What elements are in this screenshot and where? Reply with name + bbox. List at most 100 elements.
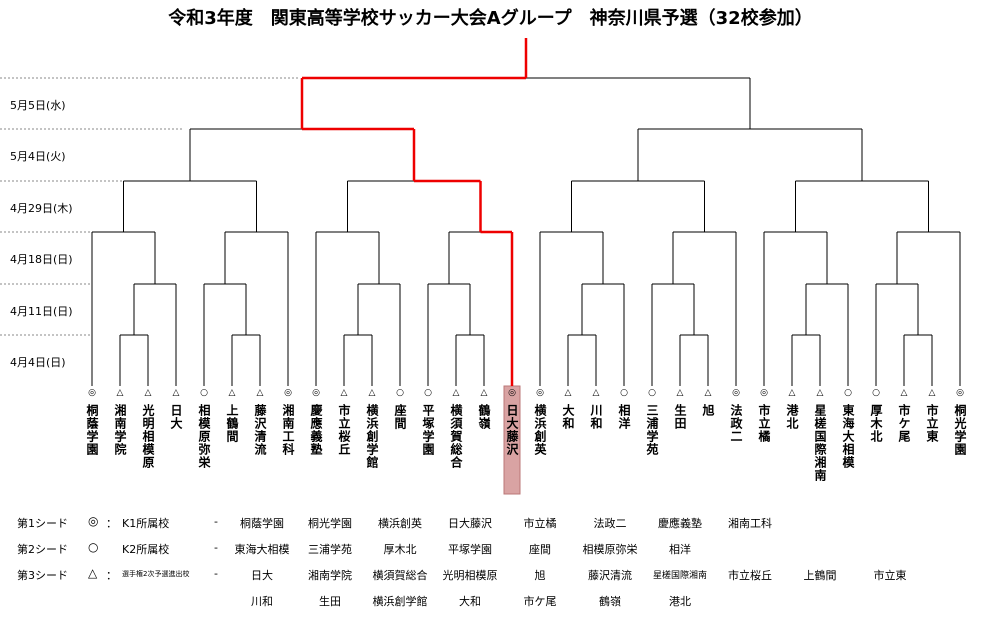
legend-dash: - [214, 567, 218, 580]
team-name: 大和 [561, 404, 575, 430]
team-name: 東海大相模 [841, 404, 855, 469]
legend-desc: K2所属校 [122, 543, 170, 556]
team-name: 上鶴間 [225, 404, 239, 443]
team-name: 相模原弥栄 [197, 404, 211, 469]
seed-mark: △ [592, 388, 600, 398]
legend-school: 市ケ尾 [523, 595, 557, 608]
legend-school: 日大 [251, 569, 273, 582]
seed-mark: △ [452, 388, 460, 398]
team-name: 藤沢清流 [253, 404, 267, 456]
legend-school: 鶴嶺 [599, 595, 621, 608]
legend-mark: ◎ [88, 514, 99, 528]
seed-mark: ◎ [956, 388, 964, 398]
seed-mark: △ [788, 388, 796, 398]
seed-mark: ○ [620, 388, 628, 398]
legend-school: 湘南学院 [308, 569, 352, 582]
team-name: 港北 [785, 404, 799, 430]
seed-mark: ◎ [284, 388, 292, 398]
legend-desc: K1所属校 [122, 517, 170, 530]
team-name: 鶴嶺 [477, 404, 491, 430]
seed-mark: △ [116, 388, 124, 398]
legend-school: 生田 [319, 595, 341, 608]
legend-school: 横浜創英 [378, 517, 422, 530]
legend-school: 相模原弥栄 [582, 543, 638, 556]
legend-label: 第1シード [17, 517, 68, 530]
seed-mark: △ [928, 388, 936, 398]
legend-school: 光明相模原 [442, 569, 498, 582]
legend-desc: 選手権2次予選進出校 [122, 570, 190, 578]
team-name: 慶應義塾 [309, 404, 323, 456]
seed-mark: ◎ [508, 388, 516, 398]
legend-school: 慶應義塾 [658, 517, 702, 530]
team-name: 星槎国際湘南 [813, 404, 827, 482]
seed-mark: △ [816, 388, 824, 398]
seed-mark: ◎ [732, 388, 740, 398]
seed-mark: ○ [844, 388, 852, 398]
round-label: 5月4日(火) [10, 150, 66, 163]
legend-school: 桐蔭学園 [240, 517, 284, 530]
seed-mark: ○ [200, 388, 208, 398]
seed-mark: ○ [648, 388, 656, 398]
seed-mark: △ [340, 388, 348, 398]
legend-school: 座間 [529, 543, 551, 556]
team-name: 市立東 [925, 404, 939, 443]
seed-mark: △ [368, 388, 376, 398]
team-name: 桐蔭学園 [85, 404, 99, 456]
legend-mark: ○ [88, 540, 99, 554]
legend-school: 川和 [251, 595, 273, 608]
legend-school: 星槎国際湘南 [652, 571, 707, 581]
legend-school: 藤沢清流 [588, 569, 632, 582]
legend-school: 大和 [459, 595, 481, 608]
legend-school: 厚木北 [383, 543, 417, 556]
team-name: 旭 [701, 404, 715, 417]
seed-mark: △ [676, 388, 684, 398]
team-name: 横須賀総合 [449, 404, 463, 469]
seed-mark: ◎ [312, 388, 320, 398]
team-name: 市立桜丘 [337, 404, 351, 456]
legend-school: 横浜創学館 [372, 595, 428, 608]
team-name: 生田 [673, 404, 687, 430]
round-label: 4月11日(日) [10, 305, 73, 318]
legend-dash: - [214, 541, 218, 554]
team-name: 日大 [169, 404, 183, 430]
team-name: 平塚学園 [421, 404, 435, 456]
team-name: 光明相模原 [141, 404, 155, 469]
legend-school: 平塚学園 [448, 543, 492, 556]
legend-dash: - [214, 515, 218, 528]
legend-label: 第2シード [17, 543, 68, 556]
legend-school: 上鶴間 [803, 569, 837, 582]
seed-mark: △ [144, 388, 152, 398]
seed-mark: ◎ [536, 388, 544, 398]
team-name: 湘南工科 [281, 404, 295, 456]
round-label: 5月5日(水) [10, 99, 66, 112]
team-name: 座間 [393, 404, 407, 430]
legend-school: 三浦学苑 [308, 543, 352, 556]
legend-school: 相洋 [669, 543, 691, 556]
seed-mark: △ [480, 388, 488, 398]
legend-school: 市立橘 [523, 517, 557, 530]
legend-label: 第3シード [17, 569, 68, 582]
team-name: 日大藤沢 [505, 404, 519, 456]
seed-mark: △ [228, 388, 236, 398]
legend-mark: △ [88, 566, 98, 580]
team-name: 湘南学院 [113, 404, 127, 456]
legend-school: 旭 [534, 569, 546, 582]
seed-mark: ◎ [760, 388, 768, 398]
team-name: 横浜創学館 [365, 404, 379, 469]
title: 令和3年度 関東高等学校サッカー大会Aグループ 神奈川県予選（32校参加） [168, 8, 813, 29]
team-name: 桐光学園 [953, 404, 967, 456]
seed-mark: ◎ [88, 388, 96, 398]
team-name: 法政二 [729, 404, 743, 443]
seed-mark: △ [172, 388, 180, 398]
team-name: 横浜創英 [533, 404, 547, 456]
legend-school: 市立桜丘 [728, 569, 772, 582]
legend-school: 市立東 [873, 569, 907, 582]
legend-school: 桐光学園 [308, 517, 352, 530]
legend-school: 湘南工科 [728, 517, 772, 530]
legend-sep: ： [106, 517, 117, 530]
round-label: 4月4日(日) [10, 356, 66, 369]
legend-school: 日大藤沢 [448, 517, 492, 530]
legend-school: 港北 [669, 595, 691, 608]
